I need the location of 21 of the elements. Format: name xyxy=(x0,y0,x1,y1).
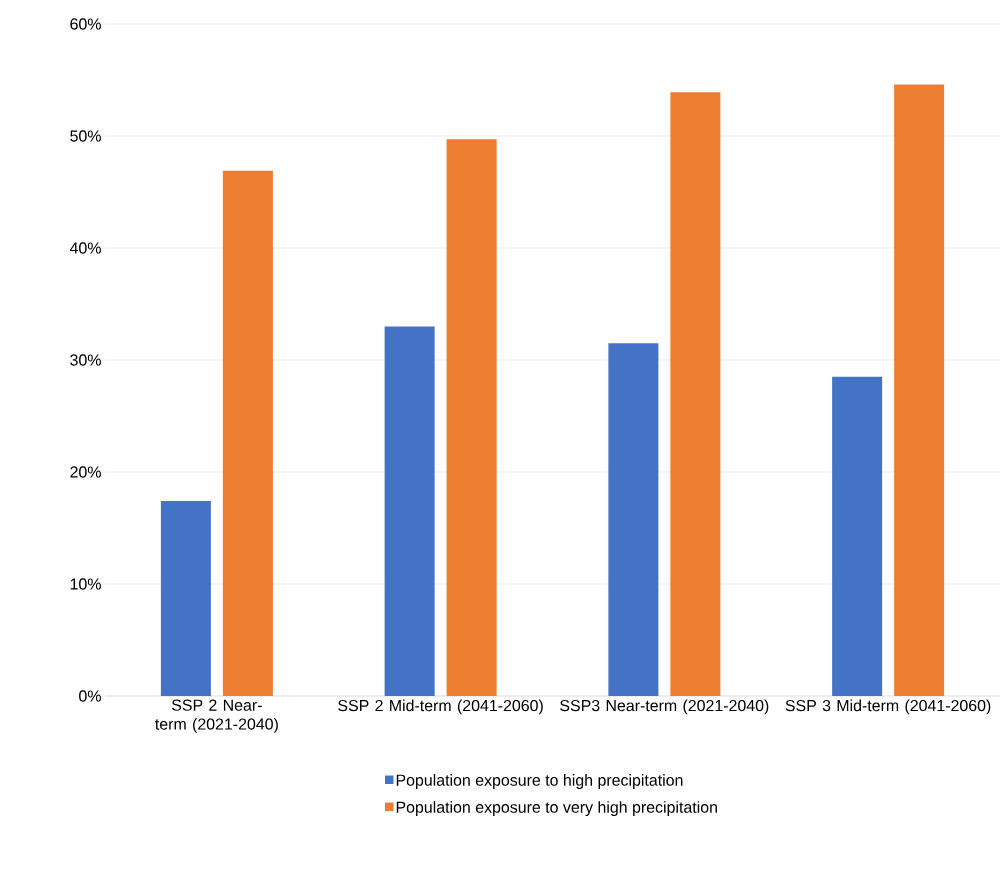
bar xyxy=(832,376,883,696)
y-tick-label: 0% xyxy=(79,690,101,702)
y-tick-label: 50% xyxy=(70,130,101,142)
x-tick-label: SSP 2 Near-term (2021-2040) xyxy=(155,699,278,733)
legend-label: Population exposure to very high precipitation xyxy=(396,801,717,816)
bar xyxy=(384,326,435,696)
bar xyxy=(446,139,497,696)
y-tick-label: 20% xyxy=(70,466,101,478)
bar xyxy=(160,501,211,696)
y-tick-label: 10% xyxy=(70,578,101,590)
x-tick-label: SSP 2 Mid-term (2041-2060) xyxy=(338,699,543,715)
x-tick-label: SSP3 Near-term (2021-2040) xyxy=(560,699,769,715)
y-tick-label: 30% xyxy=(70,354,101,366)
x-tick-label: SSP 3 Mid-term (2041-2060) xyxy=(785,699,991,715)
y-tick-label: 60% xyxy=(70,18,101,30)
bar xyxy=(222,170,273,696)
bar xyxy=(608,343,659,696)
y-tick-label: 40% xyxy=(69,242,101,254)
bar xyxy=(894,84,945,696)
legend-label: Population exposure to high precipitation xyxy=(396,774,683,789)
bar xyxy=(670,92,721,696)
